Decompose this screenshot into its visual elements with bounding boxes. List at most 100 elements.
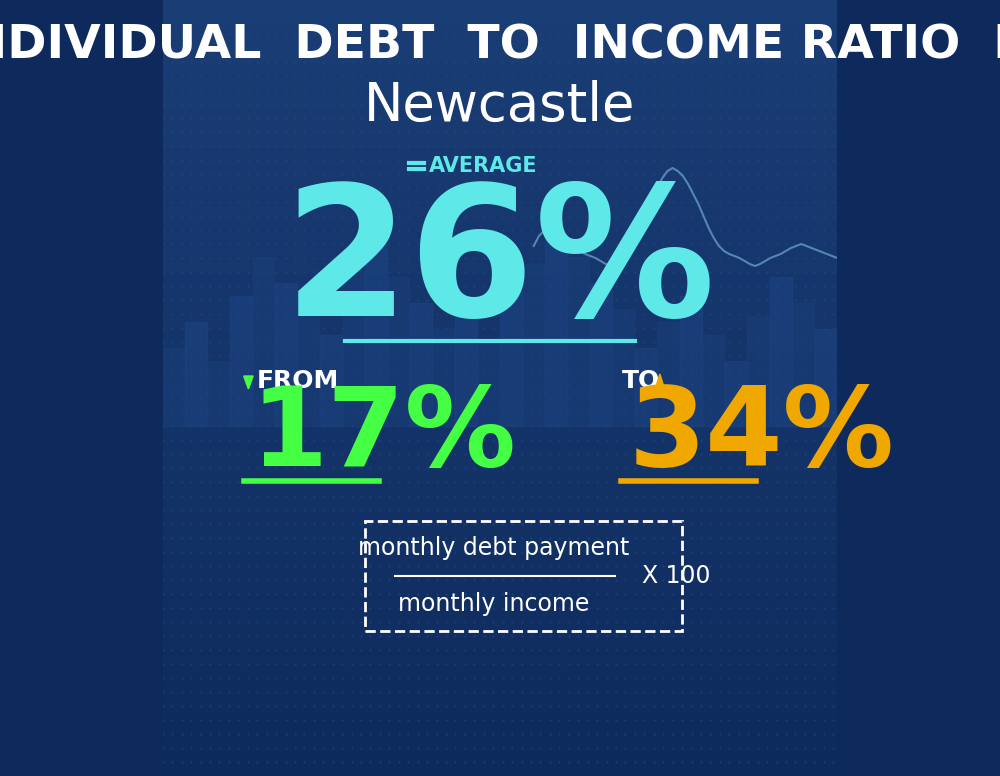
Bar bbox=[163, 512, 837, 520]
Bar bbox=[163, 535, 837, 543]
Bar bbox=[163, 543, 837, 551]
Bar bbox=[230, 296, 252, 426]
Bar bbox=[163, 233, 837, 241]
Bar bbox=[163, 442, 837, 450]
Bar bbox=[163, 404, 837, 411]
Bar bbox=[163, 427, 837, 435]
Bar bbox=[163, 466, 837, 473]
Bar bbox=[163, 629, 837, 636]
Bar bbox=[275, 283, 297, 426]
Text: X 100: X 100 bbox=[642, 564, 710, 588]
Text: monthly debt payment: monthly debt payment bbox=[358, 536, 629, 560]
Bar bbox=[163, 140, 837, 147]
Bar bbox=[163, 722, 837, 729]
Bar bbox=[163, 124, 837, 132]
Text: monthly income: monthly income bbox=[398, 592, 589, 616]
Bar bbox=[702, 335, 724, 426]
Bar bbox=[163, 621, 837, 629]
Bar bbox=[163, 78, 837, 85]
Bar bbox=[163, 272, 837, 279]
Bar bbox=[163, 481, 837, 489]
Text: 26%: 26% bbox=[284, 178, 716, 354]
Bar bbox=[163, 194, 837, 202]
Bar bbox=[163, 85, 837, 93]
Bar bbox=[163, 109, 837, 116]
Bar bbox=[163, 644, 837, 652]
Bar bbox=[163, 768, 837, 776]
Bar bbox=[163, 396, 837, 404]
Bar bbox=[163, 380, 837, 388]
Bar bbox=[163, 683, 837, 691]
Bar bbox=[163, 341, 837, 349]
Bar bbox=[163, 660, 837, 667]
Bar bbox=[163, 256, 837, 264]
Bar bbox=[163, 210, 837, 217]
Bar bbox=[253, 257, 274, 426]
Bar bbox=[163, 598, 837, 605]
Text: AVERAGE: AVERAGE bbox=[429, 156, 538, 176]
Bar bbox=[433, 328, 454, 426]
Bar bbox=[163, 737, 837, 745]
Bar bbox=[163, 54, 837, 62]
Bar bbox=[163, 62, 837, 70]
Bar bbox=[208, 361, 230, 426]
Bar bbox=[163, 691, 837, 698]
Text: 34%: 34% bbox=[628, 383, 894, 490]
Bar bbox=[163, 473, 837, 481]
Bar bbox=[478, 341, 499, 426]
Bar bbox=[163, 520, 837, 528]
Bar bbox=[163, 202, 837, 210]
Bar bbox=[365, 244, 387, 426]
Bar bbox=[725, 361, 747, 426]
Bar bbox=[163, 8, 837, 16]
Bar bbox=[163, 31, 837, 39]
Bar bbox=[163, 147, 837, 155]
Bar bbox=[320, 335, 342, 426]
Bar bbox=[163, 435, 837, 442]
Bar bbox=[163, 582, 837, 590]
Bar bbox=[163, 566, 837, 574]
Bar bbox=[163, 279, 837, 287]
Bar bbox=[163, 365, 837, 372]
Bar bbox=[163, 357, 837, 365]
Bar bbox=[163, 93, 837, 101]
Bar bbox=[163, 698, 837, 706]
Bar bbox=[163, 551, 837, 559]
Text: FROM: FROM bbox=[257, 369, 339, 393]
Bar bbox=[163, 334, 837, 341]
Bar bbox=[163, 39, 837, 47]
Bar bbox=[747, 316, 769, 426]
Bar bbox=[163, 667, 837, 675]
Bar bbox=[635, 348, 657, 426]
Bar bbox=[163, 675, 837, 683]
Bar bbox=[163, 264, 837, 272]
Bar bbox=[185, 322, 207, 426]
Bar bbox=[163, 16, 837, 23]
Bar bbox=[163, 23, 837, 31]
Bar bbox=[163, 497, 837, 504]
Bar bbox=[815, 328, 837, 426]
Bar bbox=[163, 47, 837, 54]
Bar bbox=[163, 372, 837, 380]
Bar bbox=[567, 257, 589, 426]
Bar bbox=[163, 0, 837, 8]
Bar bbox=[163, 326, 837, 334]
Bar bbox=[163, 287, 837, 295]
Bar bbox=[163, 303, 837, 310]
Bar bbox=[163, 419, 837, 427]
Bar bbox=[163, 652, 837, 660]
Bar bbox=[163, 559, 837, 566]
Bar bbox=[770, 276, 792, 426]
Bar bbox=[680, 296, 702, 426]
Bar bbox=[163, 155, 837, 163]
Bar bbox=[163, 504, 837, 512]
Bar bbox=[163, 116, 837, 124]
Bar bbox=[163, 489, 837, 497]
Bar bbox=[163, 101, 837, 109]
Bar bbox=[163, 349, 837, 357]
Bar bbox=[163, 605, 837, 613]
Bar bbox=[163, 248, 837, 256]
Text: TO: TO bbox=[621, 369, 660, 393]
Bar bbox=[365, 521, 682, 631]
Bar bbox=[612, 309, 634, 426]
